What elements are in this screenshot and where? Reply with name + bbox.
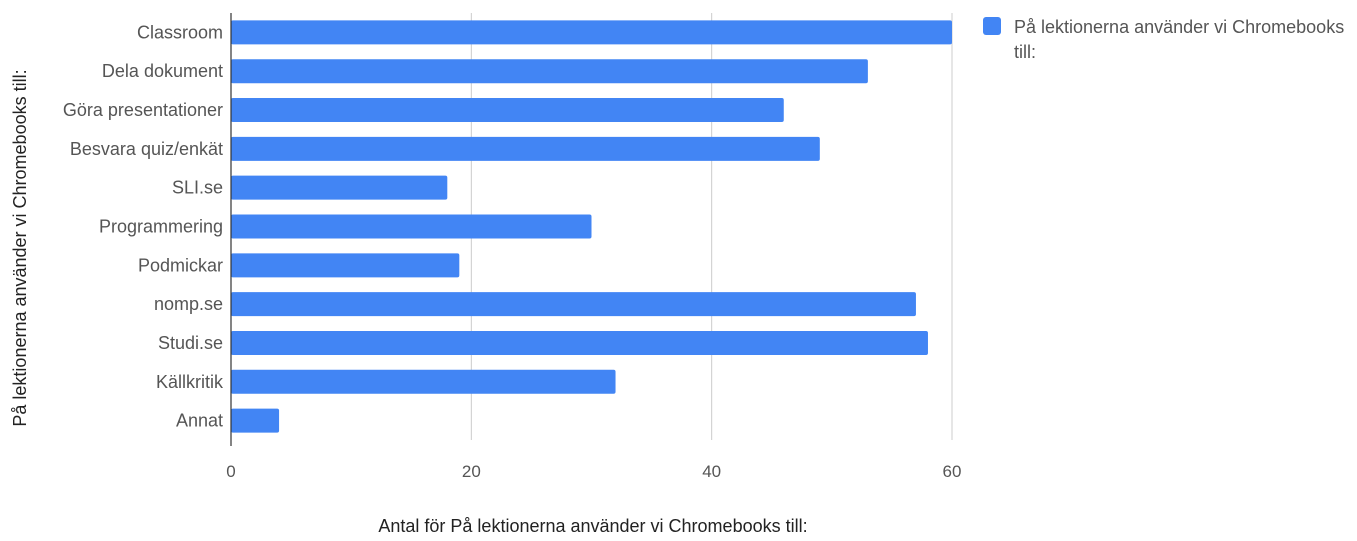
legend-swatch bbox=[983, 17, 1001, 35]
legend-label-line1: På lektionerna använder vi Chromebooks bbox=[1014, 17, 1344, 37]
bar-1 bbox=[231, 59, 868, 84]
tick-labels: 0 20 40 60 bbox=[226, 462, 961, 481]
bar-8 bbox=[231, 330, 928, 355]
y-axis-title: På lektionerna använder vi Chromebooks t… bbox=[10, 69, 30, 426]
category-label-9: Källkritik bbox=[156, 372, 224, 392]
bar-5 bbox=[231, 214, 592, 239]
category-label-4: SLI.se bbox=[172, 178, 223, 198]
bar-10 bbox=[231, 408, 280, 433]
x-axis-title: Antal för På lektionerna använder vi Chr… bbox=[378, 516, 807, 536]
bar-6 bbox=[231, 253, 460, 278]
legend: På lektionerna använder vi Chromebooks t… bbox=[983, 17, 1344, 62]
bar-7 bbox=[231, 292, 916, 317]
category-label-2: Göra presentationer bbox=[63, 100, 223, 120]
category-label-1: Dela dokument bbox=[102, 61, 223, 81]
bar-9 bbox=[231, 369, 616, 394]
category-label-10: Annat bbox=[176, 411, 223, 431]
x-tick-label-2: 40 bbox=[702, 462, 721, 481]
category-label-7: nomp.se bbox=[154, 294, 223, 314]
category-label-6: Podmickar bbox=[138, 255, 223, 275]
category-labels: Classroom Dela dokument Göra presentatione… bbox=[63, 22, 224, 430]
bar-0 bbox=[231, 20, 952, 45]
bars bbox=[231, 20, 952, 433]
category-label-5: Programmering bbox=[99, 217, 223, 237]
legend-label-line2: till: bbox=[1014, 42, 1036, 62]
bar-4 bbox=[231, 175, 448, 200]
x-tick-label-1: 20 bbox=[462, 462, 481, 481]
x-tick-label-0: 0 bbox=[226, 462, 235, 481]
bar-3 bbox=[231, 136, 820, 161]
bar-2 bbox=[231, 98, 784, 123]
category-label-3: Besvara quiz/enkät bbox=[70, 139, 223, 159]
category-label-8: Studi.se bbox=[158, 333, 223, 353]
category-label-0: Classroom bbox=[137, 22, 223, 42]
x-tick-label-3: 60 bbox=[943, 462, 962, 481]
